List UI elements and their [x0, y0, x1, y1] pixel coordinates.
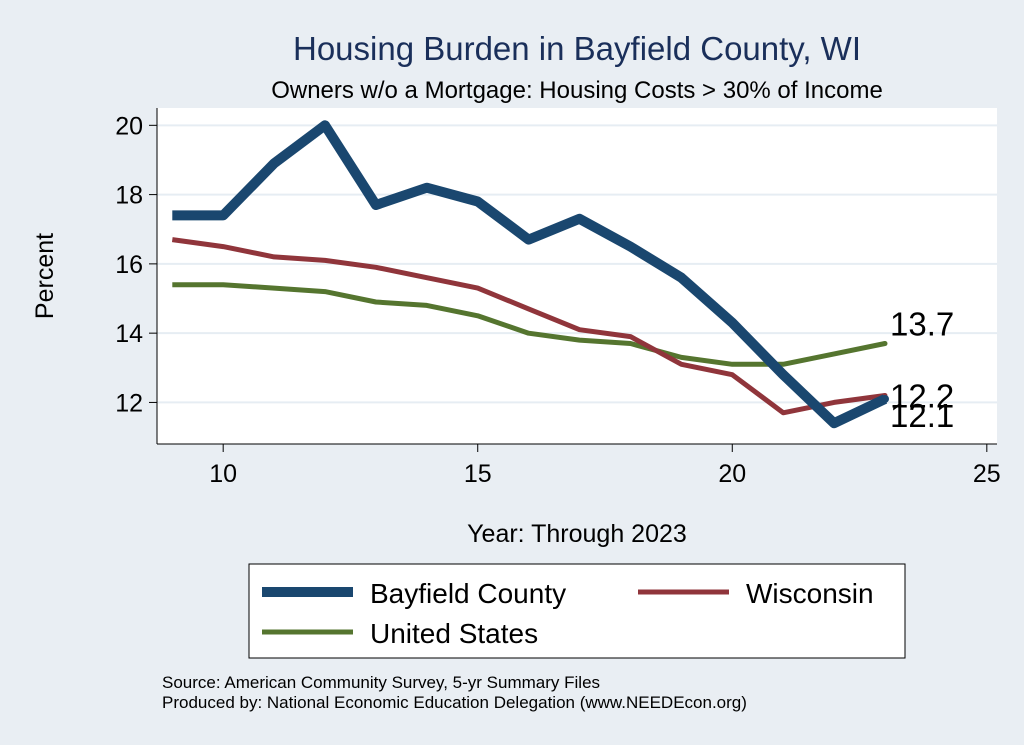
x-tick-label-15: 15 [464, 460, 492, 488]
end-label-united-states: 13.7 [890, 306, 954, 343]
legend-item-united-states: United States [262, 618, 538, 649]
chart-subtitle: Owners w/o a Mortgage: Housing Costs > 3… [271, 77, 883, 104]
legend-label-wisconsin: Wisconsin [746, 578, 874, 609]
legend-label-bayfield-county: Bayfield County [370, 578, 566, 609]
end-label-bayfield-county: 12.1 [890, 397, 954, 434]
x-tick-label-20: 20 [718, 460, 746, 488]
y-tick-label-16: 16 [115, 251, 143, 279]
plot-area [157, 108, 997, 444]
grid-lines [157, 124, 997, 404]
y-tick-label-20: 20 [115, 112, 143, 140]
end-labels: 13.7 12.212.1 [890, 306, 954, 434]
x-tick-label-10: 10 [209, 460, 237, 488]
x-tick-label-25: 25 [973, 460, 1001, 488]
source-note: Source: American Community Survey, 5-yr … [162, 673, 600, 692]
legend-item-bayfield-county: Bayfield County [262, 578, 566, 609]
y-tick-label-18: 18 [115, 182, 143, 210]
y-axis-title: Percent [31, 233, 59, 319]
series-line-bayfield-county [172, 120, 888, 429]
y-tick-label-14: 14 [115, 320, 143, 348]
x-axis-ticks: 10 15 20 25 [209, 444, 1001, 488]
series-lines [171, 120, 889, 429]
series-endpoint-united-states [882, 341, 888, 347]
chart-title: Housing Burden in Bayfield County, WI [293, 30, 861, 67]
y-axis-ticks: 12 14 16 18 20 [115, 112, 157, 417]
x-axis-title: Year: Through 2023 [467, 520, 687, 548]
legend-label-united-states: United States [370, 618, 538, 649]
series-line-wisconsin [171, 237, 886, 416]
legend-box [248, 563, 906, 659]
legend-item-wisconsin: Wisconsin [638, 578, 874, 609]
produced-by-note: Produced by: National Economic Education… [162, 693, 747, 712]
series-endpoint-bayfield-county [881, 394, 889, 403]
end-label-wisconsin: 12.2 [890, 378, 954, 415]
y-tick-label-12: 12 [115, 389, 143, 417]
